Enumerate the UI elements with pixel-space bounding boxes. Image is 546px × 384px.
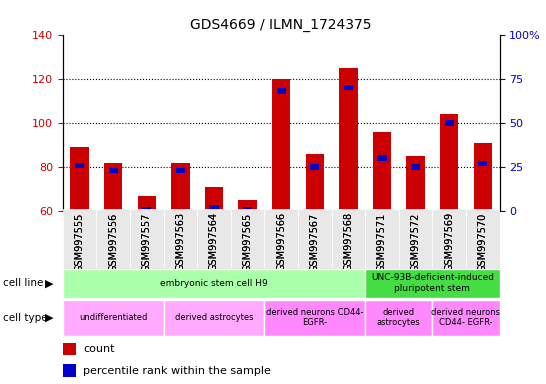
Bar (70, 147, 89, 211)
Bar (63, 300, 164, 336)
Text: GSM997565: GSM997565 (242, 212, 253, 271)
Text: derived neurons CD44-
EGFR-: derived neurons CD44- EGFR- (266, 308, 364, 328)
Text: embryonic stem cell H9: embryonic stem cell H9 (160, 279, 268, 288)
Text: derived
astrocytes: derived astrocytes (377, 308, 420, 328)
Bar (243, 207, 252, 212)
Bar (444, 120, 454, 126)
Bar (75, 162, 84, 168)
Text: undifferentiated: undifferentiated (79, 313, 147, 322)
Bar (197, 209, 231, 269)
Bar (411, 164, 420, 170)
Bar (365, 300, 432, 336)
Text: cell type: cell type (3, 313, 48, 323)
Bar (138, 196, 156, 211)
Text: GSM997557: GSM997557 (142, 212, 152, 271)
Bar (63, 209, 97, 269)
Text: GSM997571: GSM997571 (377, 212, 387, 271)
Text: GSM997564: GSM997564 (209, 212, 219, 271)
Text: GSM997556: GSM997556 (108, 212, 118, 271)
Text: derived astrocytes: derived astrocytes (175, 313, 253, 322)
Bar (264, 209, 298, 269)
Bar (130, 209, 164, 269)
Bar (63, 343, 76, 356)
Text: UNC-93B-deficient-induced
pluripotent stem: UNC-93B-deficient-induced pluripotent st… (371, 273, 494, 293)
Bar (432, 300, 500, 336)
Text: GSM997569: GSM997569 (444, 212, 454, 271)
Bar (164, 209, 197, 269)
Text: GSM997563: GSM997563 (175, 212, 186, 271)
Text: GSM997567: GSM997567 (310, 212, 320, 271)
Title: GDS4669 / ILMN_1724375: GDS4669 / ILMN_1724375 (191, 18, 372, 32)
Bar (176, 168, 185, 173)
Bar (171, 163, 189, 211)
Text: cell line: cell line (3, 278, 43, 288)
Bar (440, 114, 459, 211)
Text: GSM997566: GSM997566 (276, 212, 286, 271)
Bar (209, 205, 218, 210)
Text: GSM997568: GSM997568 (343, 212, 353, 271)
Bar (399, 209, 432, 269)
Bar (473, 143, 492, 211)
Text: ▶: ▶ (45, 313, 54, 323)
Bar (231, 209, 264, 269)
Bar (306, 154, 324, 211)
Bar (104, 163, 122, 211)
Text: GSM997555: GSM997555 (75, 212, 85, 271)
Bar (277, 88, 286, 94)
Text: ▶: ▶ (45, 278, 54, 288)
Bar (365, 209, 399, 269)
Text: GSM997564: GSM997564 (209, 212, 219, 271)
Text: GSM997570: GSM997570 (478, 212, 488, 271)
Bar (239, 200, 257, 211)
Text: GSM997556: GSM997556 (108, 212, 118, 271)
Text: GSM997555: GSM997555 (75, 212, 85, 271)
Bar (344, 85, 353, 90)
Bar (142, 207, 151, 212)
Bar (365, 269, 500, 298)
Bar (205, 187, 223, 211)
Bar (377, 156, 387, 161)
Text: GSM997569: GSM997569 (444, 212, 454, 271)
Bar (264, 300, 365, 336)
Text: GSM997572: GSM997572 (411, 212, 420, 271)
Bar (298, 209, 331, 269)
Text: count: count (83, 344, 115, 354)
Bar (432, 209, 466, 269)
Bar (97, 209, 130, 269)
Bar (478, 161, 488, 166)
Bar (63, 364, 76, 377)
Text: GSM997566: GSM997566 (276, 212, 286, 271)
Text: GSM997567: GSM997567 (310, 212, 320, 271)
Bar (310, 164, 319, 170)
Bar (63, 269, 365, 298)
Text: GSM997565: GSM997565 (242, 212, 253, 271)
Bar (466, 209, 500, 269)
Bar (164, 300, 264, 336)
Text: GSM997568: GSM997568 (343, 212, 353, 271)
Bar (109, 168, 118, 173)
Text: percentile rank within the sample: percentile rank within the sample (83, 366, 271, 376)
Text: derived neurons
CD44- EGFR-: derived neurons CD44- EGFR- (431, 308, 501, 328)
Text: GSM997570: GSM997570 (478, 212, 488, 271)
Text: GSM997572: GSM997572 (411, 212, 420, 271)
Bar (406, 156, 425, 211)
Text: GSM997563: GSM997563 (175, 212, 186, 271)
Bar (373, 132, 391, 211)
Text: GSM997571: GSM997571 (377, 212, 387, 271)
Text: GSM997557: GSM997557 (142, 212, 152, 271)
Bar (272, 79, 290, 211)
Bar (331, 209, 365, 269)
Bar (339, 68, 358, 211)
